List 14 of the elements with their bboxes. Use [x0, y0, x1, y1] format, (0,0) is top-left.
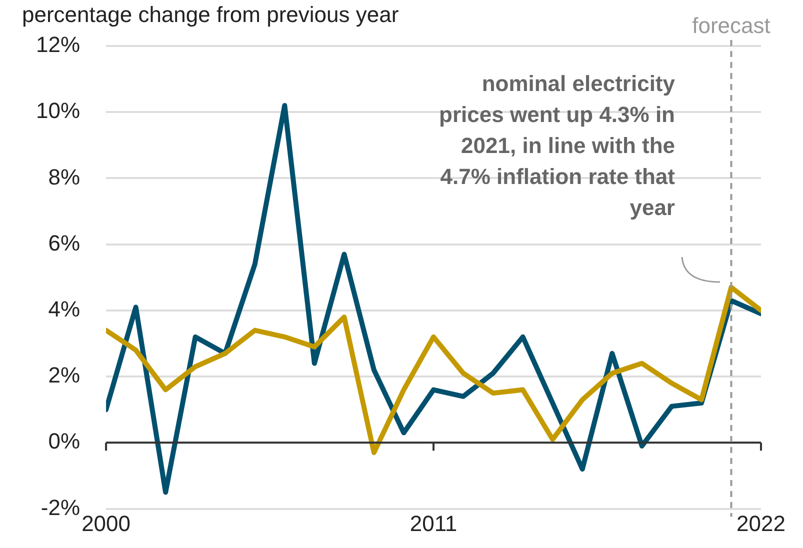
y-tick-label: 8%	[48, 164, 80, 190]
x-tick-label: 2022	[736, 511, 786, 536]
y-tick-label: 4%	[48, 296, 80, 322]
y-tick-label: 6%	[48, 230, 80, 256]
y-tick-label: -2%	[40, 494, 80, 520]
y-tick-label: 12%	[36, 32, 80, 58]
ref-line-label: forecast	[692, 13, 770, 38]
annotation: nominal electricity prices went up 4.3% in 2021, in line with the 4.7% inflation rate that year	[439, 70, 675, 222]
y-tick-label: 0%	[48, 428, 80, 454]
chart-subtitle: percentage change from previous year	[22, 2, 399, 28]
y-tick-label: 10%	[36, 98, 80, 124]
y-tick-label: 2%	[48, 362, 80, 388]
x-tick-label: 2000	[82, 511, 131, 536]
x-tick-label: 2011	[410, 511, 458, 536]
